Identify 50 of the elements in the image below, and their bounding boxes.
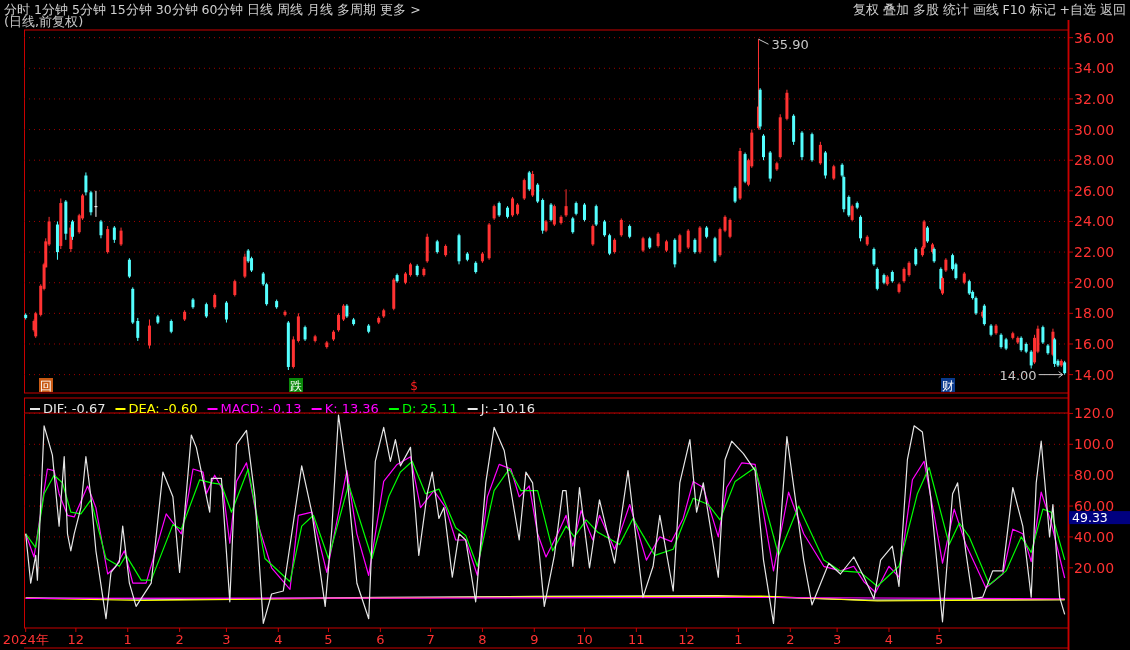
y-tick-label: 28.00 xyxy=(1074,152,1115,169)
legend-label: K: 13.36 xyxy=(324,401,379,416)
x-tick-label: 11 xyxy=(628,632,645,647)
y-tick-label: 36.00 xyxy=(1074,29,1115,46)
x-tick-label: 4 xyxy=(274,632,283,647)
y-tick-label: 18.00 xyxy=(1074,305,1115,322)
x-tick-label: 2 xyxy=(175,632,184,647)
y-tick-label: 20.00 xyxy=(1074,274,1115,291)
y-tick-label: 26.00 xyxy=(1074,182,1115,199)
x-tick-label: 9 xyxy=(530,632,539,647)
text: 复权 叠加 多股 统计 画线 F10 标记 +自选 返回 xyxy=(852,2,1126,17)
y-tick-label: 16.00 xyxy=(1074,335,1115,352)
y-tick-label: 120.0 xyxy=(1074,405,1115,422)
annotation: 财 xyxy=(942,379,954,393)
annotation: 回 xyxy=(40,379,52,393)
legend-label: J: -10.16 xyxy=(479,401,535,416)
y-tick-label: 22.00 xyxy=(1074,244,1115,261)
x-tick-label: 2 xyxy=(786,632,795,647)
x-tick-label: 5 xyxy=(324,632,333,647)
x-tick-label: 12 xyxy=(67,632,85,647)
legend-label: D: 25.11 xyxy=(401,401,458,416)
annotation: 35.90 xyxy=(771,37,809,53)
x-tick-label: 8 xyxy=(478,632,487,647)
y-tick-label: 80.00 xyxy=(1074,467,1115,484)
y-tick-label: 30.00 xyxy=(1074,121,1115,138)
x-tick-label: 1 xyxy=(123,632,132,647)
text: 49.33 xyxy=(1072,510,1108,526)
y-tick-label: 24.00 xyxy=(1074,213,1115,230)
y-tick-label: 32.00 xyxy=(1074,90,1115,107)
legend-label: DEA: -0.60 xyxy=(128,401,198,416)
annotation: $ xyxy=(410,379,418,393)
x-tick-label: 12 xyxy=(678,632,695,647)
x-tick-label: 6 xyxy=(376,632,385,647)
y-tick-label: 20.00 xyxy=(1074,559,1115,576)
annotation: 跌 xyxy=(290,379,302,393)
legend-label: MACD: -0.13 xyxy=(220,401,302,416)
x-tick-label: 7 xyxy=(426,632,435,647)
annotation: 14.00 xyxy=(999,367,1037,383)
y-tick-label: 100.0 xyxy=(1074,436,1115,453)
x-tick-label: 1 xyxy=(734,632,743,647)
y-tick-label: 14.00 xyxy=(1074,366,1115,383)
x-tick-label: 3 xyxy=(832,632,842,647)
x-tick-label: 5 xyxy=(935,632,944,647)
legend-label: DIF: -0.67 xyxy=(43,401,106,416)
x-tick-label: 2024年 xyxy=(2,632,49,647)
x-tick-label: 3 xyxy=(222,632,231,647)
y-tick-label: 40.00 xyxy=(1074,528,1115,545)
y-tick-label: 34.00 xyxy=(1074,60,1115,77)
x-tick-label: 4 xyxy=(884,632,894,647)
x-tick-label: 10 xyxy=(576,632,593,647)
